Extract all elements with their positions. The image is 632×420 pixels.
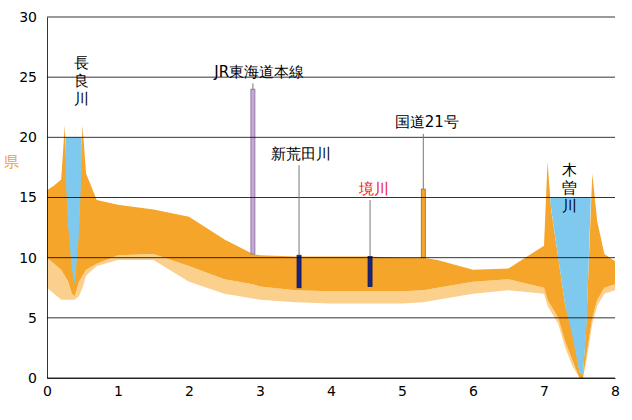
x-tick-label: 6 xyxy=(469,383,478,399)
x-tick: 4 xyxy=(327,378,336,399)
x-tick-label: 7 xyxy=(540,383,549,399)
y-tick: 25 xyxy=(19,69,47,85)
y-tick-label: 15 xyxy=(19,189,37,205)
structure-label: 境川 xyxy=(358,180,389,198)
x-tick-label: 3 xyxy=(256,383,265,399)
y-tick-label: 0 xyxy=(28,370,37,386)
grid-line xyxy=(47,257,615,258)
y-tick-label: 30 xyxy=(19,9,37,25)
x-tick-label: 4 xyxy=(327,383,336,399)
x-tick: 8 xyxy=(611,378,620,399)
y-tick-label: 20 xyxy=(19,129,37,145)
x-tick-label: 5 xyxy=(398,383,407,399)
plot-area xyxy=(47,89,615,378)
leader-line xyxy=(423,134,424,189)
structure xyxy=(421,189,425,258)
x-tick: 3 xyxy=(256,378,265,399)
structure xyxy=(368,256,372,286)
annotation: 県 xyxy=(4,153,19,171)
y-axis-line xyxy=(47,18,48,379)
x-tick-label: 8 xyxy=(611,383,620,399)
grid xyxy=(47,17,615,378)
y-tick-label: 10 xyxy=(19,250,37,266)
profile-area xyxy=(47,125,615,378)
x-axis: 0 1 2 3 4 5 6 7 8 xyxy=(43,378,620,399)
annotation: 木曽川 xyxy=(562,160,577,214)
label-char: 川 xyxy=(74,89,89,107)
leader-line xyxy=(252,83,253,89)
label-char: 曽 xyxy=(562,178,577,196)
leader-line xyxy=(370,200,371,256)
y-tick: 30 xyxy=(19,9,47,25)
structure xyxy=(297,255,301,287)
grid-line xyxy=(47,77,615,78)
x-tick-label: 2 xyxy=(185,383,194,399)
leader-line xyxy=(299,165,300,255)
x-tick: 2 xyxy=(185,378,194,399)
structure-label: JR東海道本線 xyxy=(213,63,304,81)
x-tick-label: 0 xyxy=(43,383,52,399)
x-tick: 1 xyxy=(114,378,123,399)
y-tick: 10 xyxy=(19,250,47,266)
x-tick: 7 xyxy=(540,378,549,399)
profile-area xyxy=(550,198,590,375)
x-tick-label: 1 xyxy=(114,383,123,399)
grid-line xyxy=(47,317,615,318)
profile-area xyxy=(65,137,81,284)
structure-label: 国道21号 xyxy=(395,113,459,131)
annotation: 長良川 xyxy=(74,53,89,107)
y-axis: 0 5 10 15 20 25 30 xyxy=(19,9,47,386)
label-char: 長 xyxy=(74,53,89,71)
x-tick: 5 xyxy=(398,378,407,399)
y-tick-label: 5 xyxy=(28,310,37,326)
y-tick: 20 xyxy=(19,129,47,145)
x-tick: 6 xyxy=(469,378,478,399)
chart: 0 5 10 15 20 25 30 0 1 2 3 4 5 6 7 8 JR東海道本線新荒田川境川 国道21号 長… xyxy=(0,0,632,420)
x-tick: 0 xyxy=(43,378,52,399)
label-char: 川 xyxy=(562,196,577,214)
x-axis-line xyxy=(48,378,616,379)
y-tick: 5 xyxy=(28,310,47,326)
labels: JR東海道本線新荒田川境川国道21号長良川木曽川県 xyxy=(4,53,577,256)
grid-line xyxy=(47,197,615,198)
grid-line xyxy=(47,137,615,138)
structure xyxy=(251,89,255,254)
y-tick: 15 xyxy=(19,189,47,205)
structure-label: 新荒田川 xyxy=(271,145,331,163)
label-char: 良 xyxy=(74,71,89,89)
grid-line xyxy=(47,17,615,18)
label-char: 木 xyxy=(562,160,577,178)
y-tick-label: 25 xyxy=(19,69,37,85)
grid-line xyxy=(47,378,615,379)
